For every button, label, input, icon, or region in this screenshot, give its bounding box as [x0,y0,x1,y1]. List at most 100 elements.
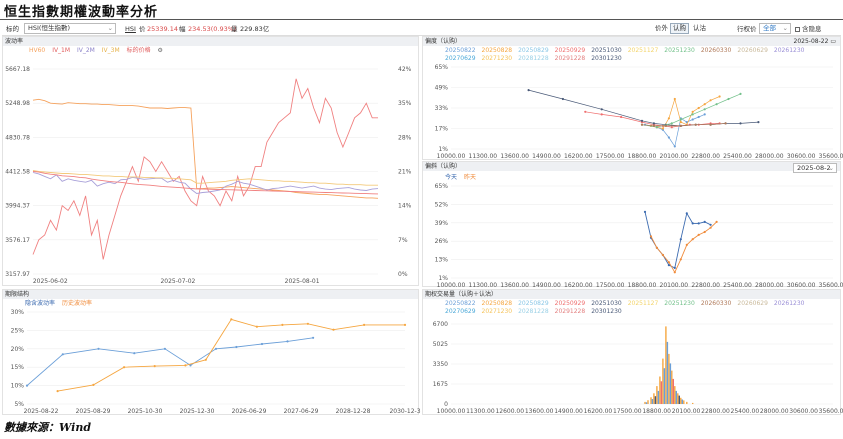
series-point-0 [312,336,315,339]
series-point-0 [679,238,682,241]
series-point-1 [718,95,721,98]
legend-implied-vol[interactable]: 隐含波动率 [25,300,56,307]
legend-underlying-price[interactable]: 标的价格 [126,47,151,54]
y-tick-label-left: 5248.98 [5,100,30,107]
volume-bar [672,378,674,404]
strike-select-value: 全部 [763,24,776,32]
tab-otm[interactable]: 价外 [655,24,668,32]
y-tick-label: 17% [435,126,449,133]
legend-expiry-20250828[interactable]: 20250828 [481,47,513,54]
skew-date[interactable]: 2025-08-22 ▭ [794,38,836,45]
legend-expiry-20251127[interactable]: 20251127 [627,47,659,54]
x-tick-label: 20100.00 [672,408,701,415]
series-line-0 [32,98,379,199]
legend-expiry-20291228[interactable]: 20291228 [554,308,586,315]
series-point-1 [703,103,706,106]
legend-expiry-20251030[interactable]: 20251030 [591,47,622,54]
volume-bar [645,402,648,404]
tab-put[interactable]: 认沽 [693,24,706,32]
x-tick-label: 2025-12-30 [180,408,215,415]
series-point-1 [363,323,366,326]
volume-bar [659,376,661,404]
y-tick-label-right: 0% [398,271,408,278]
skew-date-value: 2025-08-22 [793,38,829,45]
series-point-1 [709,99,712,102]
y-tick-label-right: 14% [398,203,412,210]
expired-checkbox-label: 含隐息 [802,25,822,33]
series-point-1 [230,318,233,321]
legend-expiry-20250828[interactable]: 20250828 [481,300,513,307]
legend-iv-1m[interactable]: IV_1M [52,47,71,54]
legend-expiry-20281228[interactable]: 20281228 [518,55,549,62]
legend-iv-3m[interactable]: IV_3M [101,47,120,54]
volume-bar [677,393,679,404]
series-point-0 [189,364,192,367]
legend-expiry-20270629[interactable]: 20270629 [445,55,476,62]
expired-checkbox[interactable]: 含隐息 [795,24,822,34]
legend-expiry-20271230[interactable]: 20271230 [481,55,513,62]
y-tick-label: 49% [435,85,449,92]
series-line-2 [32,172,379,194]
legend-expiry-20250929[interactable]: 20250929 [554,300,586,307]
series-point-1 [691,110,694,113]
legend-expiry-20301230[interactable]: 20301230 [591,55,622,62]
legend-expiry-20261230[interactable]: 20261230 [773,47,805,54]
legend-expiry-20260629[interactable]: 20260629 [737,300,768,307]
legend-expiry-20261230[interactable]: 20261230 [773,300,805,307]
volume-bar [674,386,676,404]
series-point-4 [691,113,694,116]
y-tick-label: 5% [14,401,24,408]
legend-expiry-20251230[interactable]: 20251230 [664,300,695,307]
underlying-select[interactable]: HSI(恒生指數) ⌄ [24,23,116,34]
y-tick-label-left: 3576.17 [5,237,30,244]
legend-expiry-20301230[interactable]: 20301230 [591,308,622,315]
legend-expiry-20260330[interactable]: 20260330 [700,300,732,307]
change-value: 234.53(0.93%) [188,25,237,33]
legend-expiry-20251127[interactable]: 20251127 [627,300,659,307]
legend-expiry-20281228[interactable]: 20281228 [518,308,549,315]
calendar-icon: ▭ [830,38,836,45]
legend-expiry-20260330[interactable]: 20260330 [700,47,732,54]
series-point-3 [561,97,564,101]
series-point-0 [260,342,264,346]
volatility-chart: 5667.18 5248.98 4830.78 4412.58 3994.37 3576.… [5,66,412,285]
legend-expiry-20251230[interactable]: 20251230 [664,47,695,54]
gear-icon[interactable]: ⚙ [157,47,163,54]
series-point-3 [527,89,530,92]
smile-date-select[interactable]: 2025-08-2 ⌄ [793,163,837,173]
legend-expiry-20250829[interactable]: 20250829 [518,47,549,54]
series-point-3 [757,121,760,124]
legend-expiry-20250829[interactable]: 20250829 [518,300,549,307]
volume-bar [647,400,649,404]
series-point-0 [673,266,676,269]
tab-call[interactable]: 认购 [670,23,689,34]
legend-expiry-20250929[interactable]: 20250929 [554,47,586,54]
change-label: 幅 [179,25,186,33]
legend-yesterday[interactable]: 昨天 [463,174,476,181]
series-point-2 [670,126,673,129]
series-point-1 [703,230,706,234]
volume-value: 229.83亿 [240,25,270,33]
legend-expiry-20260629[interactable]: 20260629 [737,47,768,54]
x-tick-label: 18800.00 [628,153,657,160]
series-point-0 [235,345,238,349]
legend-expiry-20250822[interactable]: 20250822 [445,47,476,54]
volume-bar [653,393,655,404]
legend-expiry-20250822[interactable]: 20250822 [445,300,476,307]
strike-select[interactable]: 全部 ⌄ [759,23,791,34]
y-tick-label: 52% [435,201,449,208]
x-tick-label: 16200.00 [584,408,613,415]
legend-expiry-20251030[interactable]: 20251030 [591,300,622,307]
legend-expiry-20291228[interactable]: 20291228 [554,55,586,62]
series-point-0 [214,347,218,350]
x-tick-label: 30600.00 [787,153,816,160]
legend-today[interactable]: 今天 [445,174,458,181]
legend-hv60[interactable]: HV60 [29,47,46,54]
legend-expiry-20271230[interactable]: 20271230 [481,308,513,315]
series-point-4 [655,126,658,129]
legend-iv-2m[interactable]: IV_2M [76,47,95,54]
legend-expiry-20270629[interactable]: 20270629 [445,308,476,315]
series-point-1 [679,258,682,261]
legend-historical-vol[interactable]: 历史波动率 [61,300,92,307]
page-title: 恒生指數期權波動率分析 [4,5,159,20]
